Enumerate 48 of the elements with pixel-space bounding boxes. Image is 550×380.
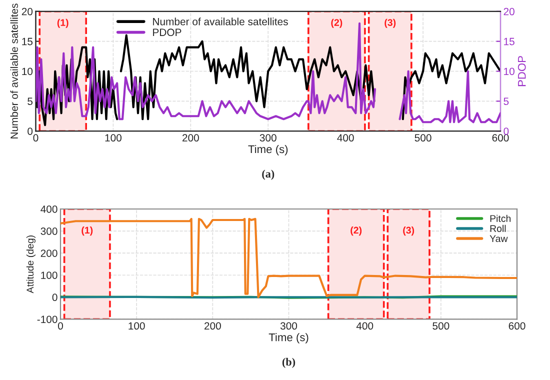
x-tick-label: 100	[128, 322, 145, 330]
band-label: (2)	[350, 226, 362, 236]
legend-label: PDOP	[153, 28, 182, 36]
legend-label: Number of available satellites	[153, 18, 288, 26]
x-tick-label: 500	[432, 322, 450, 330]
x-tick-label: 200	[182, 134, 199, 142]
legend-label: Pitch	[490, 214, 511, 222]
y-tick-label: 10	[22, 68, 33, 76]
y-axis-title: Number of available satellites	[10, 4, 18, 138]
y2-tick-label: 10	[504, 68, 514, 76]
x-tick-label: 300	[280, 322, 298, 330]
x-tick-label: 200	[204, 322, 221, 330]
x-tick-label: 100	[105, 134, 122, 142]
y2-tick-label: 20	[504, 8, 514, 16]
band-label: (1)	[82, 226, 93, 236]
x-tick-label: 0	[33, 134, 38, 142]
band-label: (3)	[403, 226, 414, 236]
y2-tick-label: 0	[504, 128, 509, 135]
legend-label: Roll	[490, 224, 506, 232]
band-label: (1)	[57, 18, 68, 28]
y-tick-label: -100	[37, 316, 58, 324]
y-tick-label: 5	[28, 98, 33, 106]
y-tick-label: 400	[40, 206, 58, 213]
x-axis-title: Time (s)	[268, 333, 308, 344]
text: (b)	[282, 358, 296, 368]
x-tick-label: 600	[492, 134, 509, 142]
y2-axis-title: PDOP	[518, 56, 526, 86]
y-tick-label: 200	[40, 250, 58, 257]
y-tick-label: 0	[52, 294, 58, 302]
x-axis-title: Time (s)	[248, 144, 288, 156]
x-tick-label: 300	[260, 134, 276, 142]
y-tick-label: 15	[22, 38, 33, 46]
y2-tick-label: 5	[504, 98, 509, 106]
x-tick-label: 0	[58, 322, 63, 330]
x-tick-label: 600	[508, 322, 526, 330]
band-label: (3)	[384, 18, 396, 28]
x-tick-label: 400	[337, 134, 354, 142]
text: (a)	[262, 170, 274, 180]
y2-tick-label: 15	[504, 38, 514, 46]
band-label: (2)	[331, 18, 342, 28]
x-tick-label: 500	[414, 134, 432, 142]
y-tick-label: 0	[28, 128, 33, 135]
y-tick-label: 300	[40, 228, 58, 235]
legend-label: Yaw	[490, 235, 508, 242]
y-axis-title: Attitude (deg)	[26, 236, 36, 294]
y-tick-label: 20	[22, 8, 33, 16]
x-tick-label: 400	[356, 322, 374, 330]
y-tick-label: 100	[41, 272, 58, 279]
